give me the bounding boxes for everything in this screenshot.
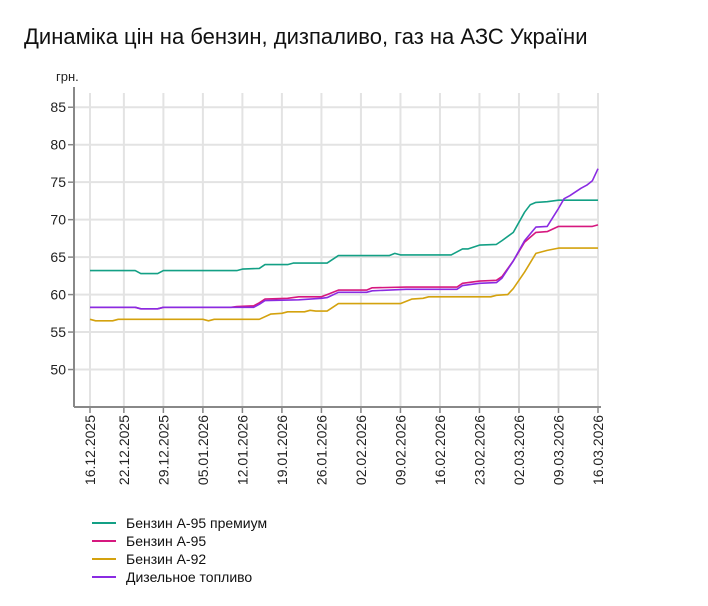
x-tick-label: 02.03.2026 — [511, 415, 527, 485]
y-tick-label: 80 — [50, 137, 66, 153]
y-tick-label: 55 — [50, 324, 66, 340]
legend-item[interactable]: Дизельное топливо — [92, 568, 267, 586]
x-tick-label: 16.03.2026 — [590, 415, 606, 485]
legend-swatch — [92, 522, 116, 524]
x-tick-label: 09.02.2026 — [392, 415, 408, 485]
legend-item[interactable]: Бензин А-92 — [92, 550, 267, 568]
x-tick-label: 26.01.2026 — [313, 415, 329, 485]
chart-title: Динаміка цін на бензин, дизпаливо, газ н… — [24, 24, 588, 49]
series-line-4 — [90, 168, 599, 310]
x-tick-label: 16.12.2025 — [82, 415, 98, 485]
x-tick-label: 05.01.2026 — [195, 415, 211, 485]
x-tick-label: 19.01.2026 — [274, 415, 290, 485]
y-tick-label: 85 — [50, 99, 66, 115]
x-tick-label: 22.12.2025 — [116, 415, 132, 485]
y-tick-label: 50 — [50, 362, 66, 378]
legend-label: Бензин А-95 — [126, 533, 207, 549]
series-line-1 — [90, 199, 598, 275]
legend-swatch — [92, 540, 116, 542]
y-tick-label: 75 — [50, 174, 66, 190]
x-tick-label: 16.02.2026 — [432, 415, 448, 485]
y-tick-label: 60 — [50, 287, 66, 303]
series-line-2 — [90, 224, 599, 310]
y-tick-label: 65 — [50, 249, 66, 265]
x-tick-label: 12.01.2026 — [234, 415, 250, 485]
y-axis-label: грн. — [56, 69, 79, 84]
legend-label: Бензин А-95 премиум — [126, 515, 268, 531]
legend-swatch — [92, 576, 116, 578]
legend: Бензин А-95 премиум Бензин А-95 Бензин А-9… — [92, 514, 267, 586]
series-line-3 — [89, 247, 598, 322]
x-tick-label: 29.12.2025 — [155, 415, 171, 485]
x-tick-label: 02.02.2026 — [353, 415, 369, 485]
legend-label: Дизельное топливо — [126, 569, 253, 585]
legend-item[interactable]: Бензин А-95 — [92, 532, 267, 550]
x-tick-label: 09.03.2026 — [550, 415, 566, 485]
x-tick-label: 23.02.2026 — [471, 415, 487, 485]
legend-label: Бензин А-92 — [126, 551, 207, 567]
y-tick-label: 70 — [50, 212, 66, 228]
legend-swatch — [92, 558, 116, 560]
legend-item[interactable]: Бензин А-95 премиум — [92, 514, 267, 532]
